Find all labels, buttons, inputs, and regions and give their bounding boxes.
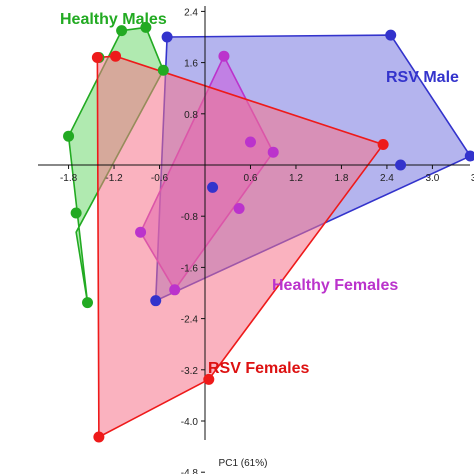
- x-tick-label: 2.4: [380, 173, 394, 184]
- x-tick-label: 1.8: [334, 173, 348, 184]
- y-tick-label: -2.4: [181, 315, 199, 326]
- y-tick-label: 0.8: [184, 110, 198, 121]
- point-rsv-males: [150, 295, 162, 307]
- point-healthy-females: [169, 284, 181, 296]
- point-layer: [63, 21, 474, 443]
- y-tick-label: 2.4: [184, 7, 198, 18]
- point-healthy-males: [82, 297, 94, 309]
- y-tick-label: -3.2: [181, 366, 199, 377]
- point-rsv-males: [385, 29, 397, 41]
- x-axis-label: PC1 (61%): [219, 458, 268, 469]
- y-tick-label: 1.6: [184, 59, 198, 70]
- tick-layer: -1.8 -1.2 -0.6 0.6 1.2 1.8 2.4 3.0 3.6 2.4 1.6 0.8 -…: [60, 7, 474, 474]
- x-tick-label: -1.2: [105, 173, 123, 184]
- point-healthy-males: [70, 207, 82, 219]
- x-tick-label: 0.6: [244, 173, 258, 184]
- x-tick-label: 3.6: [471, 173, 474, 184]
- x-tick-label: 3.0: [425, 173, 439, 184]
- label-rsv-females: RSV Females: [208, 360, 309, 377]
- y-tick-label: -0.8: [181, 212, 199, 223]
- y-tick-label: -4.8: [181, 468, 199, 474]
- point-healthy-females: [233, 203, 245, 215]
- point-rsv-males: [207, 181, 219, 193]
- point-rsv-males: [464, 150, 474, 162]
- point-rsv-females: [377, 139, 389, 151]
- point-healthy-males: [63, 130, 75, 142]
- point-healthy-females: [244, 136, 256, 148]
- point-rsv-females: [203, 373, 215, 385]
- x-tick-label: 1.2: [289, 173, 303, 184]
- point-rsv-females: [110, 50, 122, 62]
- point-rsv-females: [91, 51, 103, 63]
- point-healthy-males: [116, 25, 128, 37]
- point-healthy-males: [140, 21, 152, 33]
- y-tick-label: -1.6: [181, 263, 199, 274]
- label-healthy-males: Healthy Males: [60, 11, 167, 28]
- x-tick-label: -1.8: [60, 173, 78, 184]
- point-healthy-females: [267, 146, 279, 158]
- point-healthy-females: [218, 50, 230, 62]
- point-rsv-males: [161, 31, 173, 43]
- x-tick-label: -0.6: [151, 173, 169, 184]
- label-rsv-males: RSV Male: [386, 69, 459, 86]
- point-healthy-males: [157, 64, 169, 76]
- label-healthy-females: Healthy Females: [272, 277, 398, 294]
- point-healthy-females: [135, 226, 147, 238]
- point-rsv-females: [93, 431, 105, 443]
- y-tick-label: -4.0: [181, 417, 199, 428]
- point-rsv-males: [395, 159, 407, 171]
- hull-layer: [67, 26, 472, 439]
